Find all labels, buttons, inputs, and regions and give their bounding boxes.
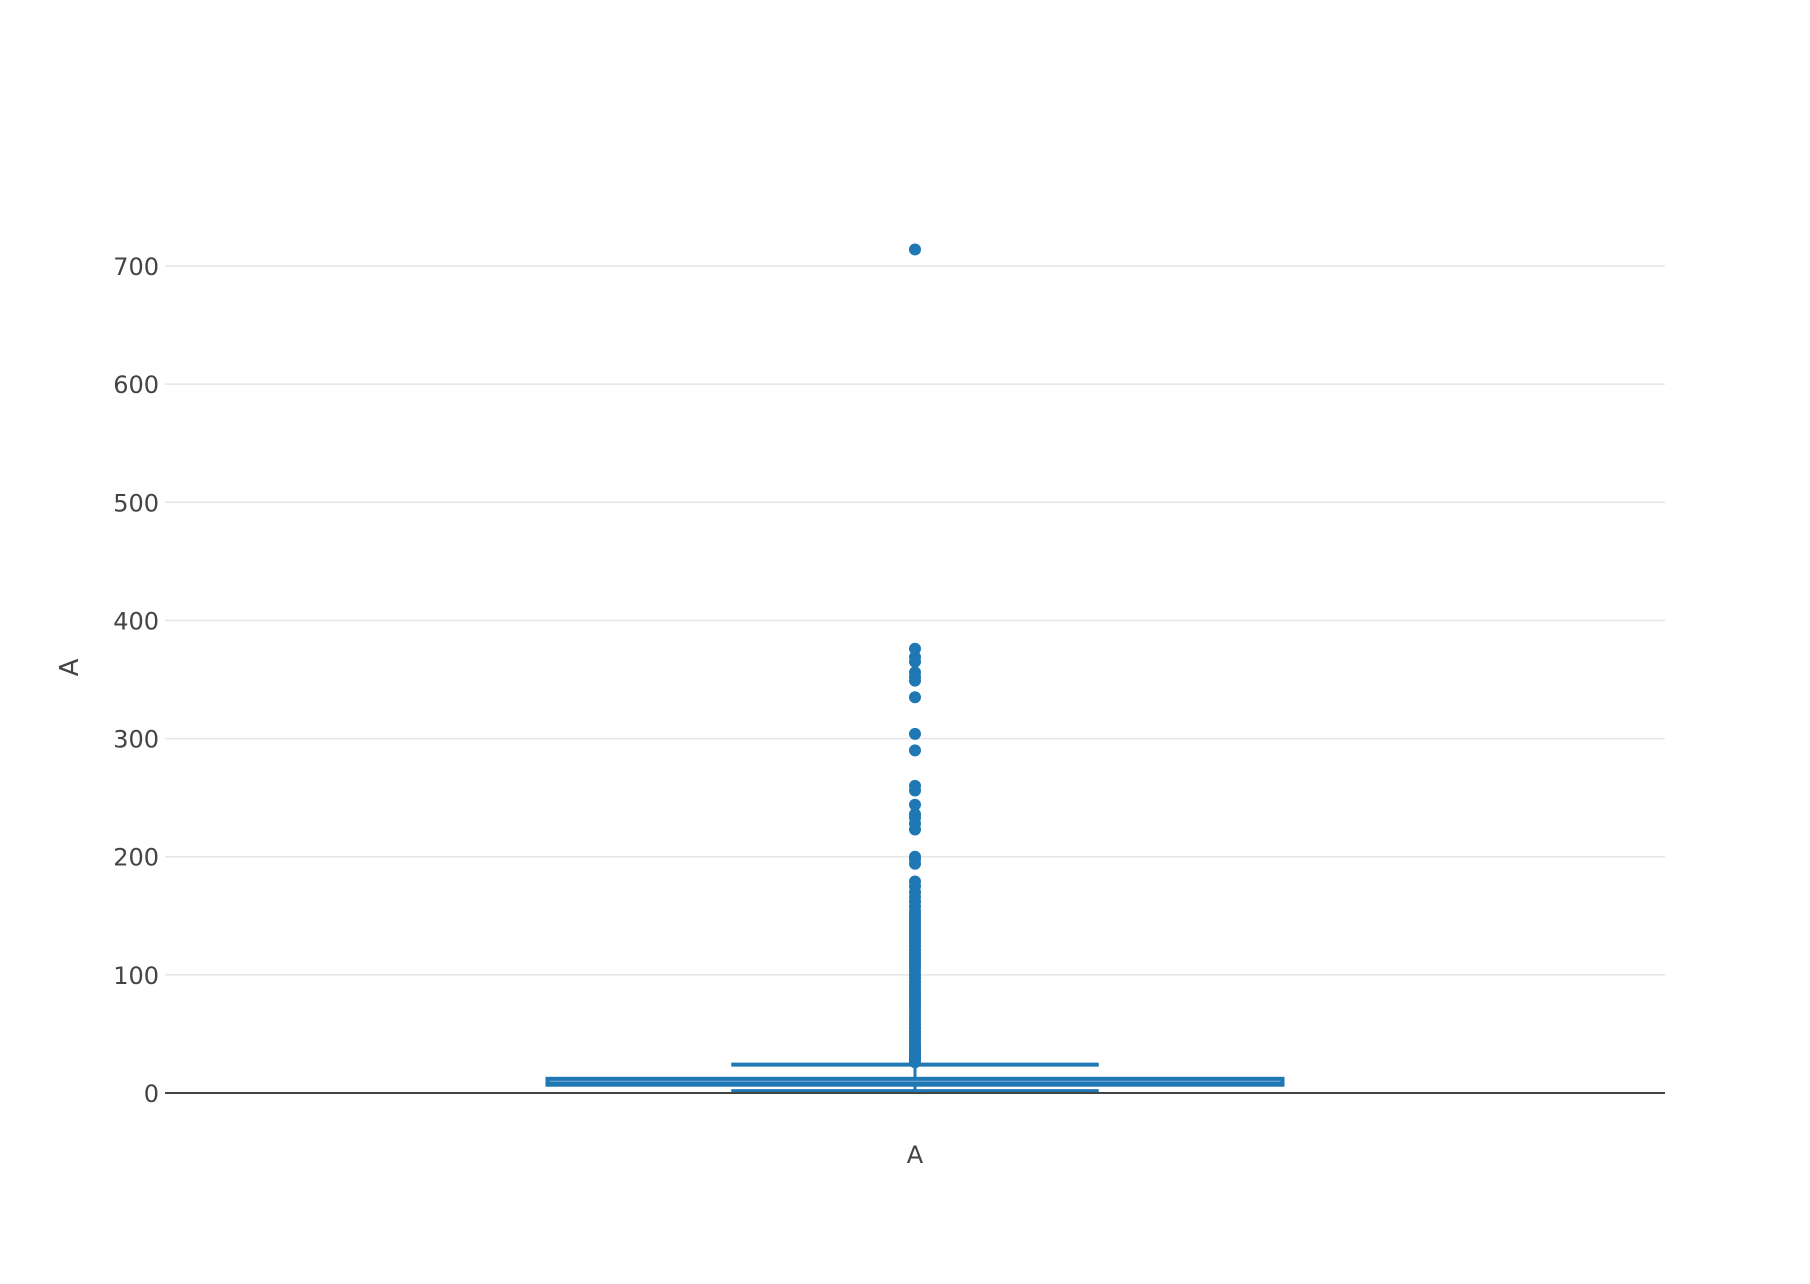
outlier-point [909,666,921,679]
outlier-point [909,744,921,757]
outlier-point [909,798,921,811]
x-tick-label: A [907,1141,924,1169]
y-tick-label: 100 [113,962,159,990]
y-tick-label: 500 [113,489,159,517]
outlier-point [909,642,921,655]
outlier-point [909,691,921,704]
y-axis-ticks: 0 100 200 300 400 500 600 700 [113,253,159,1108]
y-axis-title: A [55,658,85,676]
outlier-point [909,243,921,256]
y-tick-label: 200 [113,844,159,872]
outlier-point [909,651,921,664]
box-traces [545,243,1285,1093]
outlier-point [909,875,921,888]
y-tick-label: 0 [144,1080,159,1108]
y-tick-label: 700 [113,253,159,281]
outlier-point [909,779,921,792]
outlier-point [909,850,921,863]
y-tick-label: 600 [113,371,159,399]
box-trace [545,243,1285,1093]
y-tick-label: 300 [113,726,159,754]
outlier-point [909,727,921,740]
outlier-point [909,808,921,821]
x-axis-ticks: A [907,1141,924,1169]
y-tick-label: 400 [113,607,159,635]
